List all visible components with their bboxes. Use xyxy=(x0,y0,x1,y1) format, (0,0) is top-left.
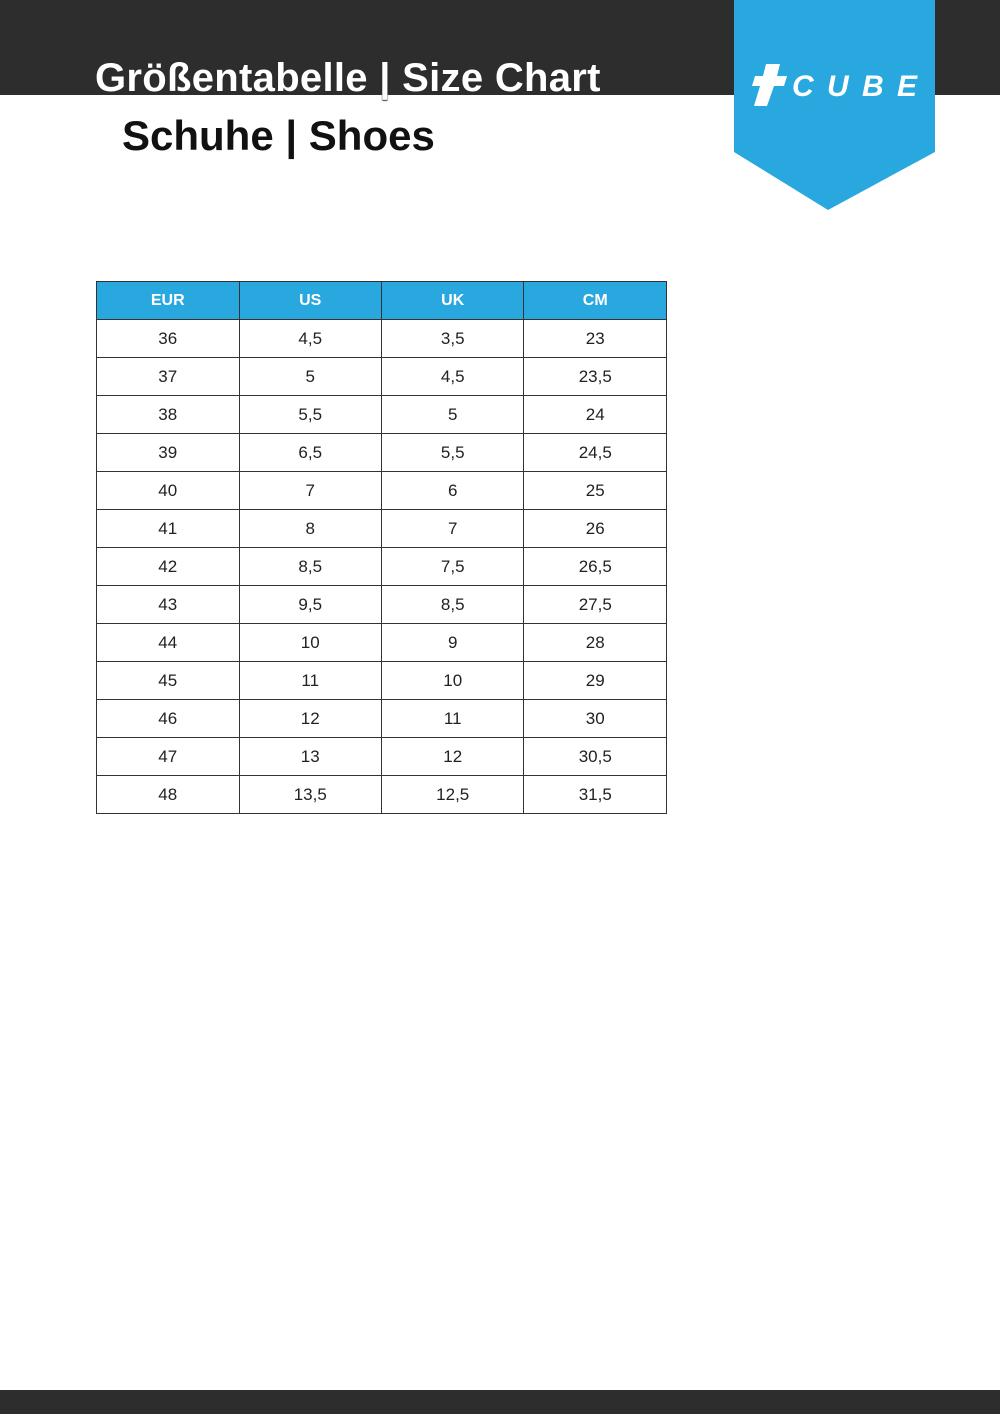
table-row: 41 8 7 26 xyxy=(96,509,667,548)
table-cell: 46 xyxy=(96,699,240,738)
table-cell: 12 xyxy=(380,737,525,776)
table-cell: 23,5 xyxy=(523,357,667,396)
table-cell: 7 xyxy=(238,471,382,510)
table-cell: 48 xyxy=(96,775,240,814)
column-header-cm: CM xyxy=(523,281,667,320)
table-row: 37 5 4,5 23,5 xyxy=(96,357,667,396)
cube-logo: CUBE xyxy=(734,0,935,210)
table-cell: 44 xyxy=(96,623,240,662)
column-header-uk: UK xyxy=(380,281,525,320)
column-header-us: US xyxy=(238,281,382,320)
table-row: 36 4,5 3,5 23 xyxy=(96,319,667,358)
table-cell: 10 xyxy=(238,623,382,662)
table-cell: 4,5 xyxy=(238,319,382,358)
column-header-eur: EUR xyxy=(96,281,240,320)
table-cell: 9,5 xyxy=(238,585,382,624)
table-cell: 8,5 xyxy=(238,547,382,586)
table-row: 47 13 12 30,5 xyxy=(96,737,667,776)
table-row: 44 10 9 28 xyxy=(96,623,667,662)
table-cell: 36 xyxy=(96,319,240,358)
table-cell: 26 xyxy=(523,509,667,548)
table-cell: 24,5 xyxy=(523,433,667,472)
table-row: 46 12 11 30 xyxy=(96,699,667,738)
table-cell: 39 xyxy=(96,433,240,472)
table-cell: 13 xyxy=(238,737,382,776)
table-cell: 12,5 xyxy=(380,775,525,814)
table-cell: 5 xyxy=(380,395,525,434)
footer-bar xyxy=(0,1390,1000,1414)
table-cell: 5,5 xyxy=(238,395,382,434)
table-cell: 40 xyxy=(96,471,240,510)
table-row: 45 11 10 29 xyxy=(96,661,667,700)
table-cell: 30,5 xyxy=(523,737,667,776)
table-row: 42 8,5 7,5 26,5 xyxy=(96,547,667,586)
table-cell: 4,5 xyxy=(380,357,525,396)
table-cell: 24 xyxy=(523,395,667,434)
table-cell: 29 xyxy=(523,661,667,700)
page-subtitle: Schuhe | Shoes xyxy=(122,112,435,159)
table-cell: 13,5 xyxy=(238,775,382,814)
table-row: 43 9,5 8,5 27,5 xyxy=(96,585,667,624)
table-cell: 23 xyxy=(523,319,667,358)
table-row: 48 13,5 12,5 31,5 xyxy=(96,775,667,814)
table-cell: 7 xyxy=(380,509,525,548)
table-cell: 12 xyxy=(238,699,382,738)
table-cell: 28 xyxy=(523,623,667,662)
table-cell: 5 xyxy=(238,357,382,396)
table-header-row: EUR US UK CM xyxy=(96,281,667,320)
table-cell: 47 xyxy=(96,737,240,776)
table-cell: 9 xyxy=(380,623,525,662)
table-cell: 6 xyxy=(380,471,525,510)
table-cell: 27,5 xyxy=(523,585,667,624)
table-row: 40 7 6 25 xyxy=(96,471,667,510)
table-row: 38 5,5 5 24 xyxy=(96,395,667,434)
table-cell: 8,5 xyxy=(380,585,525,624)
table-cell: 11 xyxy=(380,699,525,738)
table-cell: 6,5 xyxy=(238,433,382,472)
table-cell: 37 xyxy=(96,357,240,396)
table-cell: 8 xyxy=(238,509,382,548)
table-cell: 42 xyxy=(96,547,240,586)
size-table: EUR US UK CM 36 4,5 3,5 23 37 5 4,5 23,5 38 5,5 5 24 39… xyxy=(96,281,667,814)
table-cell: 3,5 xyxy=(380,319,525,358)
table-cell: 10 xyxy=(380,661,525,700)
table-cell: 11 xyxy=(238,661,382,700)
table-cell: 45 xyxy=(96,661,240,700)
table-cell: 7,5 xyxy=(380,547,525,586)
table-row: 39 6,5 5,5 24,5 xyxy=(96,433,667,472)
page-title: Größentabelle | Size Chart xyxy=(95,56,601,100)
table-cell: 26,5 xyxy=(523,547,667,586)
table-cell: 30 xyxy=(523,699,667,738)
table-cell: 31,5 xyxy=(523,775,667,814)
table-cell: 41 xyxy=(96,509,240,548)
table-cell: 25 xyxy=(523,471,667,510)
table-cell: 43 xyxy=(96,585,240,624)
table-cell: 38 xyxy=(96,395,240,434)
table-cell: 5,5 xyxy=(380,433,525,472)
